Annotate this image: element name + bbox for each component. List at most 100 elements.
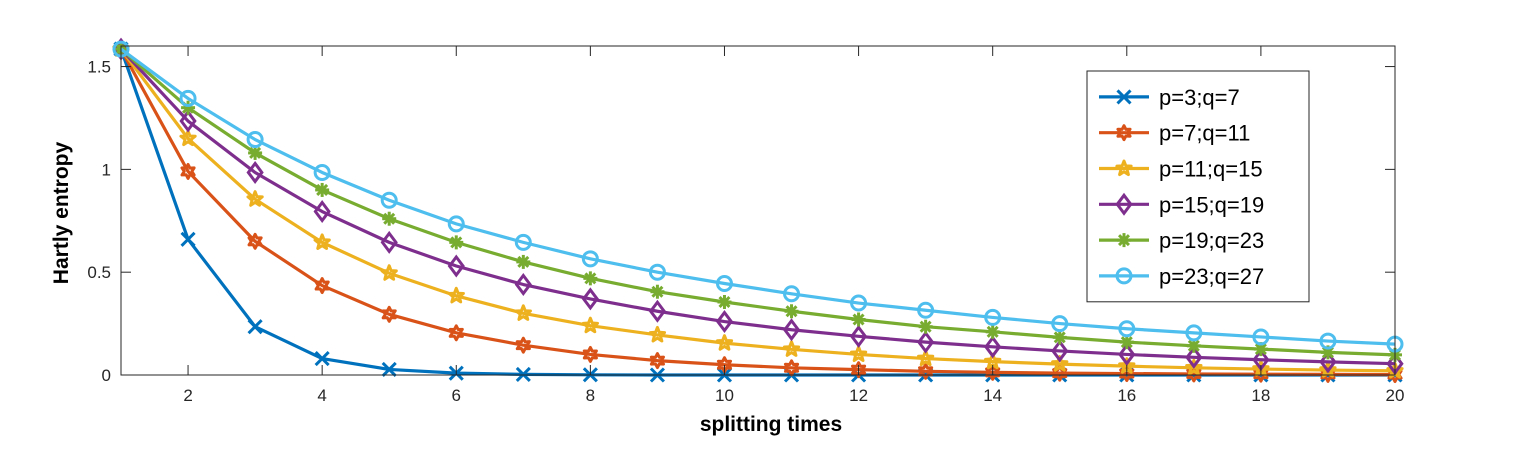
- data-point: [1252, 328, 1270, 346]
- data-point: [715, 310, 734, 334]
- data-point: [1185, 345, 1203, 369]
- series-5: [114, 42, 1402, 362]
- data-point: [717, 295, 732, 310]
- data-point: [851, 361, 867, 379]
- data-point: [179, 129, 197, 147]
- data-point: [449, 235, 464, 250]
- data-point: [381, 361, 397, 378]
- data-point: [783, 285, 801, 303]
- data-point: [447, 254, 465, 278]
- data-point: [1319, 332, 1337, 350]
- data-point: [1186, 365, 1202, 383]
- data-point: [1119, 365, 1135, 383]
- x-tick-label: 4: [317, 386, 326, 405]
- legend: p=3;q=7 p=7;q=11 p=11;q=15 p=15;q=19 p=19;q=…: [1086, 70, 1310, 303]
- axes-box: [120, 45, 1396, 376]
- data-point: [447, 286, 465, 304]
- data-point: [581, 316, 599, 334]
- data-point: [715, 334, 734, 351]
- data-point: [648, 299, 667, 323]
- data-point: [180, 162, 196, 180]
- data-point: [314, 277, 330, 295]
- data-point: [1119, 335, 1134, 350]
- legend-label: p=11;q=15: [1159, 157, 1263, 182]
- legend-label: p=3;q=7: [1159, 85, 1240, 110]
- data-point: [850, 294, 868, 312]
- legend-label: p=19;q=23: [1159, 228, 1264, 253]
- data-point: [918, 319, 933, 334]
- legend-box: [1086, 70, 1310, 303]
- data-point: [516, 254, 531, 269]
- data-point: [448, 324, 464, 342]
- data-point: [1051, 339, 1069, 363]
- data-point: [447, 215, 465, 233]
- x-tick-label: 16: [1117, 386, 1136, 405]
- data-point: [382, 211, 397, 226]
- data-point: [581, 250, 599, 268]
- data-point: [1185, 324, 1203, 342]
- data-point: [313, 233, 331, 250]
- data-point: [180, 231, 196, 247]
- data-point: [918, 362, 934, 380]
- data-point: [515, 336, 531, 354]
- series-6: [112, 40, 1404, 353]
- legend-swatch-marker: [1115, 267, 1133, 285]
- data-point: [380, 264, 398, 281]
- axes-layer: 2 4 6 8 10 12 14 16 18 20 0 0.5 1 1.5: [87, 45, 1405, 405]
- data-point: [380, 191, 398, 209]
- data-point: [1051, 355, 1069, 372]
- data-point: [782, 340, 801, 357]
- data-point: [248, 145, 263, 160]
- data-point: [782, 318, 801, 342]
- data-point: [1185, 358, 1203, 376]
- data-point: [246, 160, 264, 184]
- legend-swatch-marker: [1116, 89, 1132, 105]
- data-point: [514, 273, 532, 297]
- legend-item: p=19;q=23: [1099, 228, 1264, 253]
- data-point: [313, 163, 331, 181]
- y-tick-label: 0: [102, 366, 111, 385]
- legend-label: p=7;q=11: [1159, 121, 1250, 146]
- x-tick-label: 18: [1251, 386, 1270, 405]
- legend-swatch-marker: [1117, 233, 1131, 248]
- data-point: [1052, 330, 1067, 345]
- data-point: [1118, 320, 1136, 338]
- x-axis-title: splitting times: [700, 413, 842, 436]
- data-point: [984, 352, 1002, 370]
- data-point: [514, 233, 532, 251]
- data-point: [984, 335, 1002, 359]
- data-point: [648, 325, 667, 343]
- data-point: [985, 363, 1001, 381]
- data-point: [247, 232, 263, 250]
- data-point: [1118, 342, 1136, 366]
- y-tick-label: 1.5: [87, 58, 111, 77]
- data-point: [1319, 350, 1337, 374]
- data-point: [715, 274, 733, 292]
- series-line: [119, 48, 1396, 373]
- series-line: [119, 47, 1396, 357]
- data-point: [315, 182, 330, 197]
- x-tick-label: 6: [452, 386, 461, 405]
- data-point: [581, 287, 599, 311]
- data-point: [515, 366, 531, 382]
- y-tick-label: 0.5: [87, 263, 111, 282]
- data-point: [985, 324, 1000, 339]
- data-point: [849, 324, 868, 348]
- data-point: [314, 350, 330, 367]
- x-tick-label: 10: [715, 386, 734, 405]
- series-line: [119, 48, 1396, 377]
- legend-label: p=15;q=19: [1159, 192, 1264, 217]
- y-axis-title: Hartly entropy: [50, 142, 73, 285]
- series-layer: [112, 37, 1404, 384]
- legend-swatch-marker: [1116, 124, 1132, 142]
- data-point: [917, 330, 935, 354]
- legend-label: p=23;q=27: [1159, 264, 1264, 289]
- data-point: [648, 263, 666, 281]
- data-point: [582, 345, 598, 363]
- data-point: [246, 131, 264, 149]
- data-point: [247, 319, 263, 335]
- data-point: [179, 89, 197, 107]
- data-point: [313, 200, 331, 224]
- x-tick-label: 20: [1386, 386, 1405, 405]
